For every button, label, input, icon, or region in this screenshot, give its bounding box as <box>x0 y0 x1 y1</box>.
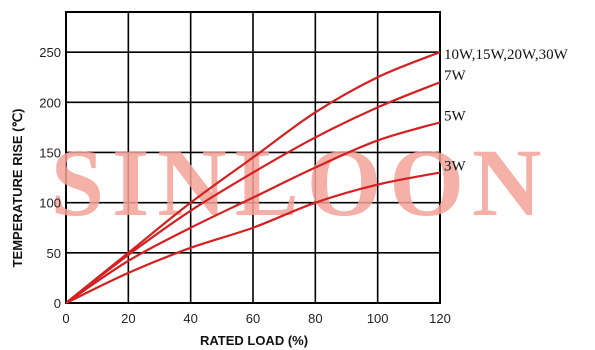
x-tick-label: 120 <box>429 311 451 326</box>
axis-ticks: 0 20 40 60 80 100 120 0 50 100 150 200 250 <box>39 45 451 326</box>
y-tick-label: 50 <box>47 246 61 261</box>
series-label: 10W,15W,20W,30W <box>444 47 569 63</box>
x-tick-label: 100 <box>367 311 389 326</box>
x-tick-label: 80 <box>308 311 322 326</box>
x-tick-label: 40 <box>183 311 197 326</box>
grid <box>65 11 441 304</box>
x-axis-label: RATED LOAD (%) <box>200 333 308 348</box>
series-label: 3W <box>444 159 467 175</box>
series-line <box>65 121 441 304</box>
x-tick-label: 20 <box>121 311 135 326</box>
series-label: 5W <box>444 108 467 124</box>
y-tick-label: 100 <box>39 196 61 211</box>
series-line <box>65 81 441 304</box>
series-lines <box>65 51 441 304</box>
y-tick-label: 150 <box>39 145 61 160</box>
y-tick-label: 0 <box>54 296 61 311</box>
x-tick-label: 60 <box>246 311 260 326</box>
series-labels: 10W,15W,20W,30W 7W 5W 3W <box>444 47 569 174</box>
y-tick-label: 250 <box>39 45 61 60</box>
y-axis-label: TEMPERATURE RISE (℃) <box>10 109 25 268</box>
series-label: 7W <box>444 68 467 84</box>
y-tick-label: 200 <box>39 95 61 110</box>
series-line <box>65 51 441 304</box>
x-tick-label: 0 <box>62 311 69 326</box>
series-line <box>65 171 441 304</box>
